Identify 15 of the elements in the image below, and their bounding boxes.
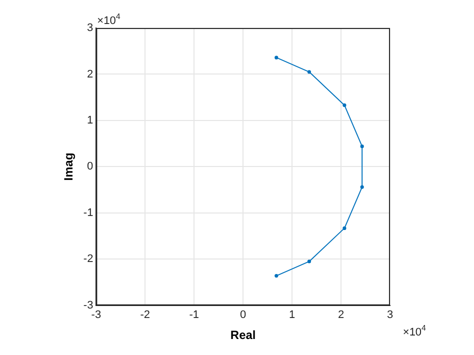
x-tick-label: 3	[386, 309, 394, 322]
y-axis-title: Imag	[62, 152, 76, 181]
y-tick-label: 3	[87, 22, 94, 34]
x-axis-title: Real	[230, 328, 256, 342]
x-tick-label: 2	[338, 309, 344, 322]
y-tick-label: 1	[87, 114, 94, 126]
y-tick-label: -1	[83, 206, 94, 219]
x-tick-label: -2	[140, 309, 150, 322]
y-tick-label: 2	[87, 68, 94, 80]
x-tick-label: -1	[189, 309, 200, 322]
y-tick-label: -2	[83, 253, 94, 266]
y-tick-label: 0	[87, 160, 94, 173]
y-tick-label: -3	[83, 299, 94, 312]
x-tick-label: 1	[289, 309, 296, 322]
x-tick-label: 0	[240, 309, 246, 322]
